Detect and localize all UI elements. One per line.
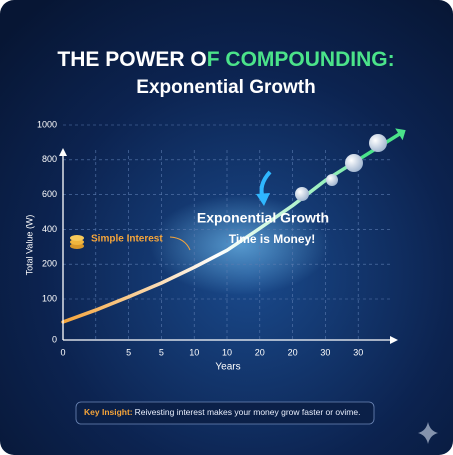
chart-subtitle: Exponential Growth — [136, 77, 315, 98]
y-axis-label: Total Value (W) — [24, 215, 34, 276]
pointer-arrow-head — [256, 193, 270, 206]
series-line — [61, 158, 360, 324]
chart-title: THE POWER OF COMPOUNDING: — [57, 48, 394, 71]
x-tick-label: 30 — [320, 347, 330, 357]
legend-label: Simple Interest — [91, 234, 163, 245]
bubble — [326, 174, 338, 186]
bubble — [295, 187, 309, 201]
y-tick-label: 800 — [42, 154, 57, 164]
y-tick-label: 0 — [52, 334, 57, 344]
insight: Key Insight: Reivesting interest makes yo… — [84, 407, 360, 417]
legend-pointer — [169, 236, 191, 251]
sparkle — [418, 422, 438, 444]
x-tick-label: 10 — [189, 347, 199, 357]
y-tick-label: 100 — [42, 293, 57, 303]
glow — [150, 195, 330, 295]
arrow-head — [395, 128, 406, 141]
y-arrow — [59, 148, 67, 156]
coins — [70, 235, 84, 249]
x-arrow — [390, 336, 398, 344]
annotation: Exponential Growth — [197, 210, 329, 226]
annotation: Time is Money! — [229, 232, 315, 246]
insight-box — [75, 401, 375, 425]
bubble — [369, 134, 387, 152]
y-tick-label: 600 — [42, 189, 57, 199]
x-tick-label: 10 — [222, 347, 232, 357]
y-tick-label: 400 — [42, 224, 57, 234]
x-tick-label: 0 — [60, 347, 65, 357]
x-tick-label: 20 — [255, 347, 265, 357]
x-tick-label: 30 — [353, 347, 363, 357]
x-tick-label: 5 — [126, 347, 131, 357]
y-tick-label: 1000 — [37, 119, 57, 129]
bubble — [345, 154, 363, 172]
x-axis-label: Years — [215, 362, 240, 373]
x-tick-label: 20 — [288, 347, 298, 357]
y-tick-label: 200 — [42, 259, 57, 269]
x-tick-label: 5 — [159, 347, 164, 357]
